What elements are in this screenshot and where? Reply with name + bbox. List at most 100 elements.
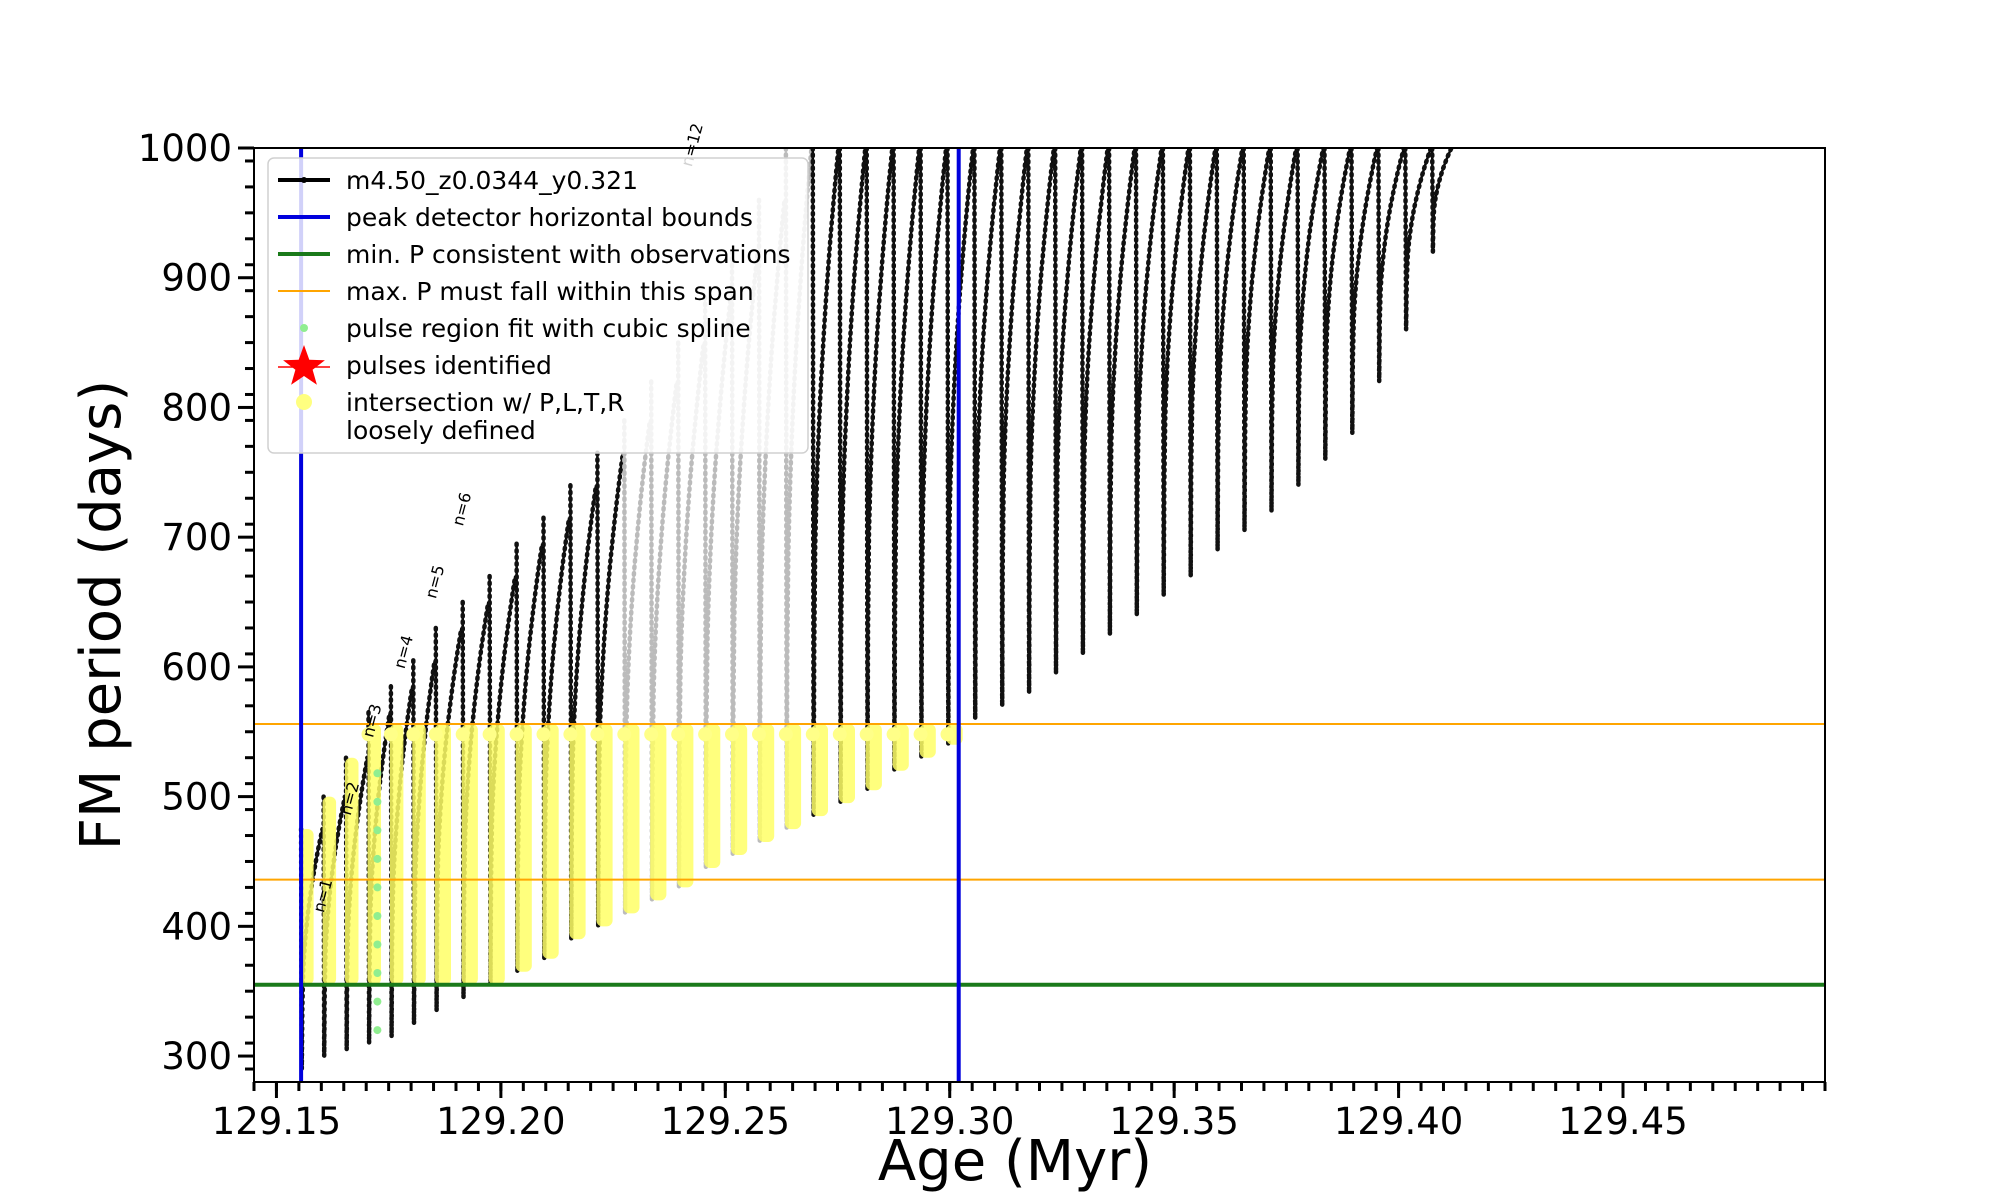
intersection-region <box>596 724 613 927</box>
pulse-markers <box>918 148 949 758</box>
x-tick-label: 129.40 <box>1334 1100 1463 1143</box>
intersection-region <box>677 724 694 888</box>
pulse-markers <box>1268 148 1299 512</box>
legend-label-line: loosely defined <box>346 416 536 445</box>
pulse-markers <box>972 148 1003 719</box>
legend-swatch-dot <box>300 324 308 332</box>
legend-label: pulse region fit with cubic spline <box>346 314 751 343</box>
intersection-point <box>536 727 551 742</box>
legend-label-line: max. P must fall within this span <box>346 277 754 306</box>
legend-label: max. P must fall within this span <box>346 277 754 306</box>
legend-label-line: pulse region fit with cubic spline <box>346 314 751 343</box>
pulse-markers <box>1349 148 1380 434</box>
x-tick-label: 129.15 <box>212 1100 341 1143</box>
intersection-point <box>590 727 605 742</box>
legend-label-line: m4.50_z0.0344_y0.321 <box>346 166 638 195</box>
pulse-markers <box>864 148 895 791</box>
x-tick-label: 129.25 <box>661 1100 790 1143</box>
spline-fit-point <box>373 769 382 778</box>
pulse-markers <box>1106 148 1137 635</box>
intersection-point <box>940 727 955 742</box>
pulse-markers <box>1403 148 1434 330</box>
legend-swatch-marker <box>301 177 307 183</box>
spline-fit-point <box>373 912 382 920</box>
y-tick-label: 900 <box>161 257 232 300</box>
pulse-number-label: n=6 <box>448 490 475 528</box>
pulse-markers <box>595 450 626 927</box>
intersection-region <box>758 724 775 842</box>
spline-fit-point <box>373 826 382 835</box>
y-tick-label: 1000 <box>138 127 232 170</box>
pulse-markers <box>1429 148 1454 252</box>
legend-label: m4.50_z0.0344_y0.321 <box>346 166 638 195</box>
intersection-region <box>784 724 802 830</box>
intersection-region <box>322 796 337 985</box>
pulse-markers <box>514 541 545 972</box>
intersection-point <box>886 727 901 742</box>
x-tick-label: 129.35 <box>1109 1100 1238 1143</box>
y-tick-label: 700 <box>161 516 232 559</box>
intersection-region <box>811 724 828 817</box>
y-tick-label: 400 <box>161 905 232 948</box>
pulse-markers <box>810 148 841 817</box>
legend-label: intersection w/ P,L,T,R loosely defined <box>346 388 625 445</box>
intersection-point <box>428 727 443 742</box>
intersection-region <box>569 724 586 940</box>
intersection-point <box>859 727 874 742</box>
x-tick-label: 129.45 <box>1558 1100 1687 1143</box>
intersection-region <box>704 724 721 868</box>
pulse-markers <box>1214 148 1245 551</box>
intersection-point <box>752 727 766 742</box>
spline-fit-point <box>373 854 382 863</box>
intersection-region <box>488 724 505 985</box>
intersection-point <box>455 727 470 742</box>
pulse-markers <box>1241 148 1272 531</box>
intersection-point <box>361 727 376 742</box>
intersection-point <box>913 727 928 742</box>
spline-fit-point <box>373 940 382 949</box>
intersection-point <box>482 727 497 742</box>
pulse-markers <box>1026 148 1057 693</box>
x-tick-label: 129.30 <box>885 1100 1014 1143</box>
intersection-region <box>731 724 748 855</box>
intersection-point <box>805 727 820 742</box>
intersection-point <box>698 727 713 742</box>
intersection-region <box>389 724 404 985</box>
spline-fit-point <box>373 997 382 1006</box>
x-axis-title: Age (Myr) <box>878 1129 1152 1194</box>
y-tick-label: 500 <box>161 776 232 819</box>
intersection-point <box>671 727 686 742</box>
intersection-point <box>725 727 739 742</box>
intersection-region <box>300 829 314 985</box>
y-tick-label: 600 <box>161 646 232 689</box>
intersection-region <box>434 724 451 985</box>
intersection-region <box>623 724 640 914</box>
pulse-markers <box>1322 148 1353 460</box>
intersection-region <box>838 724 855 804</box>
pulse-markers <box>1052 148 1084 674</box>
intersection-point <box>832 727 847 742</box>
legend-swatch-star <box>283 345 325 385</box>
legend-swatch-dot <box>296 394 312 410</box>
pulse-markers <box>622 418 653 914</box>
pulse-markers <box>568 483 599 940</box>
pulse-markers <box>1133 148 1164 616</box>
intersection-point <box>563 727 578 742</box>
legend-label-line: min. P consistent with observations <box>346 240 791 269</box>
pulse-markers <box>1187 148 1218 577</box>
spline-fit-point <box>373 1026 382 1035</box>
spline-fit-point <box>373 969 382 977</box>
intersection-point <box>406 727 421 742</box>
intersection-region <box>542 724 559 959</box>
intersection-point <box>778 727 793 742</box>
intersection-region <box>412 724 426 985</box>
pulse-number-label: n=5 <box>421 563 448 601</box>
intersection-region <box>461 724 478 985</box>
legend-label: peak detector horizontal bounds <box>346 203 753 232</box>
spline-fit-point <box>373 883 382 892</box>
legend-label: pulses identified <box>346 351 552 380</box>
pulse-markers <box>837 148 868 804</box>
intersection-point <box>617 727 632 742</box>
pulse-markers <box>891 148 922 771</box>
